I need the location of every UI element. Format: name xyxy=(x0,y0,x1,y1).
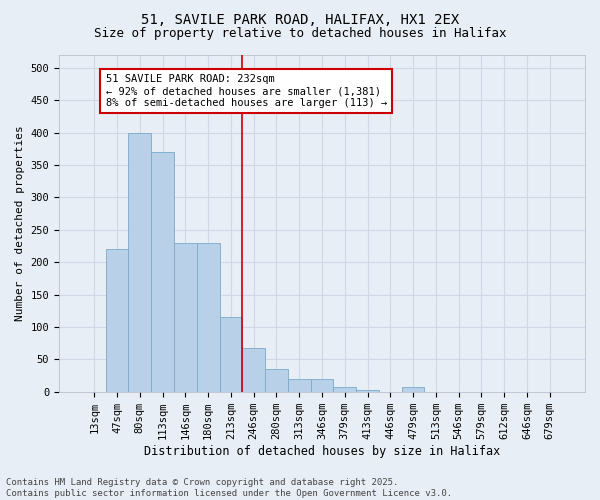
Bar xyxy=(220,318,242,392)
Bar xyxy=(242,348,265,392)
Y-axis label: Number of detached properties: Number of detached properties xyxy=(15,126,25,321)
Bar xyxy=(265,369,288,392)
Bar xyxy=(334,387,356,392)
Bar xyxy=(402,386,424,392)
Bar xyxy=(128,132,151,392)
Bar xyxy=(174,243,197,392)
Bar xyxy=(106,250,128,392)
Bar xyxy=(288,379,311,392)
Bar xyxy=(151,152,174,392)
Text: Size of property relative to detached houses in Halifax: Size of property relative to detached ho… xyxy=(94,28,506,40)
Bar xyxy=(356,390,379,392)
X-axis label: Distribution of detached houses by size in Halifax: Distribution of detached houses by size … xyxy=(144,444,500,458)
Bar xyxy=(197,243,220,392)
Text: 51, SAVILE PARK ROAD, HALIFAX, HX1 2EX: 51, SAVILE PARK ROAD, HALIFAX, HX1 2EX xyxy=(141,12,459,26)
Text: Contains HM Land Registry data © Crown copyright and database right 2025.
Contai: Contains HM Land Registry data © Crown c… xyxy=(6,478,452,498)
Bar xyxy=(311,379,334,392)
Text: 51 SAVILE PARK ROAD: 232sqm
← 92% of detached houses are smaller (1,381)
8% of s: 51 SAVILE PARK ROAD: 232sqm ← 92% of det… xyxy=(106,74,387,108)
